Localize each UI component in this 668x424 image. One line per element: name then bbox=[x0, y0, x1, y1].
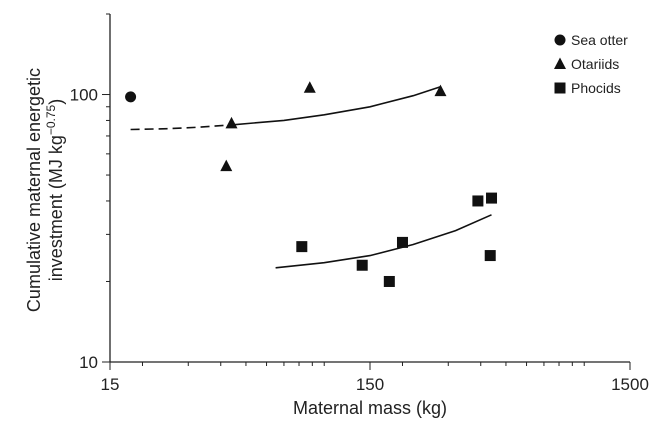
fit-curves bbox=[130, 85, 492, 269]
circle-point bbox=[125, 91, 137, 103]
x-tick-label: 150 bbox=[356, 375, 384, 394]
x-tick-label: 1500 bbox=[611, 375, 649, 394]
square-point bbox=[486, 192, 498, 204]
fit-curve-dashed bbox=[130, 124, 232, 131]
square-point bbox=[383, 275, 395, 287]
triangle-point bbox=[434, 84, 447, 97]
x-axis-label: Maternal mass (kg) bbox=[293, 398, 447, 418]
legend-label: Otariids bbox=[571, 56, 619, 72]
fit-curve bbox=[231, 85, 441, 126]
legend: Sea otter Otariids Phocids bbox=[554, 32, 628, 96]
y-tick-label: 10 bbox=[79, 353, 98, 372]
square-point bbox=[356, 259, 368, 271]
square-point bbox=[396, 236, 408, 248]
legend-triangle-marker bbox=[554, 57, 566, 69]
axes: 15 150 1500 10 100 bbox=[70, 13, 649, 394]
y-axis-label-line1: Cumulative maternal energetic bbox=[24, 68, 44, 312]
triangle-point bbox=[225, 116, 238, 129]
y-axis-label: Cumulative maternal energetic investment … bbox=[24, 68, 66, 312]
legend-label: Sea otter bbox=[571, 32, 628, 48]
data-points bbox=[125, 81, 498, 287]
triangle-point bbox=[220, 159, 233, 172]
square-point bbox=[484, 250, 496, 262]
legend-circle-marker bbox=[554, 34, 566, 46]
legend-label: Phocids bbox=[571, 80, 621, 96]
triangle-point bbox=[303, 81, 316, 93]
fit-curve bbox=[275, 214, 492, 269]
square-point bbox=[472, 195, 484, 207]
x-tick-label: 15 bbox=[101, 375, 120, 394]
legend-square-marker bbox=[554, 82, 566, 94]
square-point bbox=[296, 241, 308, 253]
y-tick-label: 100 bbox=[70, 86, 98, 105]
y-axis-label-line2: investment (MJ kg−0.75) bbox=[44, 99, 66, 281]
